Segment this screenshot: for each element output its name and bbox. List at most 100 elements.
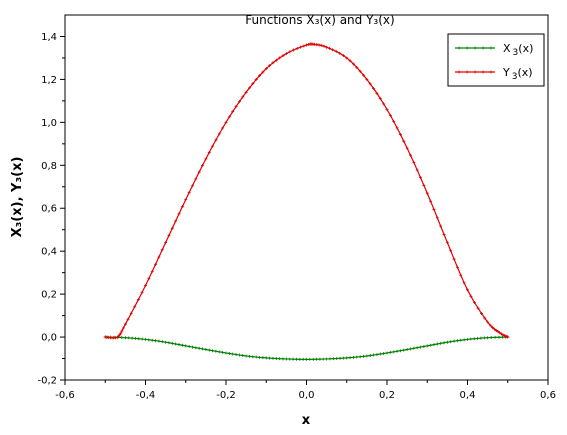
legend-marker (465, 70, 469, 74)
series-marker (231, 352, 235, 356)
series-marker (341, 356, 345, 360)
series-marker (497, 335, 501, 339)
series-marker (412, 161, 416, 165)
series-marker (268, 64, 272, 68)
series-marker (174, 219, 178, 223)
series-marker (335, 357, 339, 361)
series-marker (154, 262, 158, 266)
series-marker (375, 91, 379, 95)
series-layer (103, 42, 510, 361)
series-marker (271, 61, 275, 65)
series-marker (489, 336, 493, 340)
series-marker (126, 317, 130, 321)
series-marker (154, 339, 158, 343)
series-marker (355, 65, 359, 69)
legend-marker (473, 46, 477, 50)
series-marker (221, 126, 225, 130)
series-marker (157, 339, 161, 343)
series-marker (415, 346, 419, 350)
series-marker (150, 270, 154, 274)
series-marker (278, 357, 282, 361)
series-marker (499, 332, 503, 336)
series-marker (258, 355, 262, 359)
series-marker (231, 110, 235, 114)
series-marker (382, 351, 386, 355)
series-marker (284, 52, 288, 56)
series-marker (486, 336, 490, 340)
series-marker (439, 224, 443, 228)
series-marker (234, 105, 238, 109)
series-marker (331, 357, 335, 361)
series-marker (412, 346, 416, 350)
series-marker (429, 199, 433, 203)
series-marker (204, 348, 208, 352)
x-tick-label: 0,0 (299, 390, 315, 401)
series-marker (473, 300, 477, 304)
y-tick-label: 0,6 (41, 204, 57, 215)
legend-label: X 3(x) (503, 42, 533, 58)
series-marker (274, 357, 278, 361)
series-y3 (103, 42, 510, 340)
series-marker (201, 163, 205, 167)
series-marker (194, 177, 198, 181)
series-marker (476, 306, 480, 310)
series-marker (227, 115, 231, 119)
series-marker (130, 336, 134, 340)
series-marker (244, 354, 248, 358)
series-marker (429, 343, 433, 347)
series-marker (137, 337, 141, 341)
series-marker (258, 74, 262, 78)
series-marker (388, 350, 392, 354)
series-marker (496, 330, 500, 334)
series-marker (372, 86, 376, 90)
series-marker (358, 355, 362, 359)
series-marker (442, 341, 446, 345)
y-axis-ticks: -0,2 0,0 0,2 0,4 0,6 0,8 1,0 1,2 1,4 (37, 32, 65, 387)
series-marker (321, 357, 325, 361)
series-marker (338, 51, 342, 55)
x-tick-label: 0,6 (540, 390, 556, 401)
series-marker (144, 284, 147, 288)
series-marker (197, 346, 201, 350)
series-marker (442, 232, 446, 236)
series-marker (211, 144, 215, 148)
series-marker (341, 53, 345, 57)
series-marker (348, 356, 352, 360)
series-marker (498, 331, 502, 335)
series-marker (160, 340, 164, 344)
series-marker (190, 345, 194, 349)
series-marker (501, 335, 505, 339)
series-marker (157, 255, 161, 259)
y-tick-label: 0,4 (41, 247, 57, 258)
series-marker (432, 207, 436, 211)
x-axis-title: x (302, 413, 311, 428)
series-marker (445, 340, 449, 344)
series-marker (207, 348, 211, 352)
series-marker (449, 249, 453, 253)
series-marker (483, 316, 487, 320)
series-marker (398, 349, 402, 353)
series-marker (180, 205, 184, 209)
series-marker (365, 354, 369, 358)
series-marker (184, 198, 188, 202)
series-x3 (103, 335, 510, 361)
series-marker (348, 59, 352, 63)
series-marker (164, 340, 168, 344)
series-marker (388, 113, 392, 117)
series-marker (358, 69, 362, 73)
series-marker (422, 344, 426, 348)
series-marker (164, 241, 168, 245)
series-marker (375, 353, 379, 357)
series-marker (351, 62, 355, 66)
series-marker (455, 265, 459, 269)
series-marker (121, 326, 125, 330)
legend-marker (465, 46, 469, 50)
series-marker (408, 153, 412, 157)
series-marker (318, 357, 322, 361)
series-marker (462, 281, 466, 285)
series-marker (294, 357, 298, 361)
series-marker (144, 337, 147, 341)
y-tick-label: 0,8 (41, 161, 57, 172)
series-marker (281, 54, 285, 58)
series-marker (506, 335, 510, 339)
